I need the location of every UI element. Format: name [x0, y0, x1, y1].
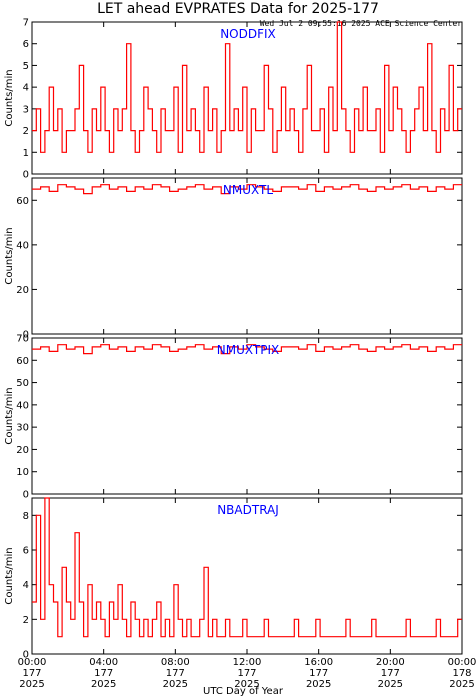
series-line — [32, 21, 462, 153]
y-axis-label: Counts/min — [4, 69, 15, 126]
x-tick-label: 08:00 — [161, 657, 190, 668]
x-tick-label: 2025 — [91, 679, 116, 690]
x-tick-label: 2025 — [449, 679, 474, 690]
panel-4: 0 2 4 6 8 Counts/min NBADTRAJ — [4, 497, 463, 661]
y-tick-label: 0 — [23, 170, 29, 181]
y-tick-label: 30 — [16, 423, 29, 434]
y-tick-label: 60 — [16, 356, 29, 367]
panel-label: NBADTRAJ — [217, 503, 279, 517]
x-tick-label: 178 — [452, 668, 471, 679]
y-tick-label: 5 — [23, 61, 29, 72]
x-tick-label: 12:00 — [233, 657, 262, 668]
panel-label: NMUXTL — [223, 183, 273, 197]
panel-frame — [31, 177, 463, 335]
x-tick-label: 177 — [237, 668, 256, 679]
y-axis-label: Counts/min — [4, 387, 15, 444]
y-tick-label: 20 — [16, 445, 29, 456]
x-tick-label: 2025 — [163, 679, 188, 690]
y-tick-label: 1 — [23, 148, 29, 159]
y-tick-label: 0 — [23, 650, 29, 661]
panel-label: NODDFIX — [220, 27, 276, 41]
series-line — [32, 497, 462, 638]
y-tick-label: 4 — [23, 580, 29, 591]
x-tick-label: 04:00 — [89, 657, 118, 668]
x-tick-label: 177 — [94, 668, 113, 679]
y-tick-label: 6 — [23, 39, 29, 50]
x-tick-label: 177 — [22, 668, 41, 679]
panel-frame — [31, 337, 463, 495]
x-tick-label: 177 — [166, 668, 185, 679]
y-tick-label: 2 — [23, 615, 29, 626]
y-tick-label: 7 — [23, 18, 29, 29]
x-tick-label: 2025 — [306, 679, 331, 690]
y-tick-label: 60 — [16, 196, 29, 207]
x-tick-label: 00:00 — [18, 657, 47, 668]
timestamp: Wed Jul 2 09:55:16 2025 ACE Science Cent… — [260, 19, 462, 28]
x-tick-label: 2025 — [378, 679, 403, 690]
y-tick-label: 2 — [23, 126, 29, 137]
series-line — [32, 184, 462, 195]
x-tick-label: 16:00 — [304, 657, 333, 668]
y-tick-label: 0 — [23, 490, 29, 501]
panel-2: 0 20 40 60 Counts/min NMUXTL — [4, 177, 463, 341]
x-tick-label: 2025 — [19, 679, 44, 690]
x-tick-label: 177 — [309, 668, 328, 679]
chart-title: LET ahead EVPRATES Data for 2025-177 — [97, 1, 379, 17]
series-line — [32, 344, 462, 355]
panel-3: 0 10 20 30 40 50 60 70 Counts/min NMUXTPIX — [4, 334, 463, 501]
y-axis-label: Counts/min — [4, 547, 15, 604]
y-tick-label: 40 — [16, 240, 29, 251]
x-tick-label: 00:00 — [448, 657, 476, 668]
x-tick-label: 20:00 — [376, 657, 405, 668]
y-tick-label: 3 — [23, 104, 29, 115]
y-tick-label: 0 — [23, 330, 29, 341]
y-tick-label: 4 — [23, 83, 29, 94]
panel-label: NMUXTPIX — [217, 343, 279, 357]
y-tick-label: 50 — [16, 378, 29, 389]
y-axis-label: Counts/min — [4, 227, 15, 284]
x-axis-label: UTC Day of Year — [203, 686, 284, 697]
y-tick-label: 20 — [16, 285, 29, 296]
y-tick-label: 10 — [16, 467, 29, 478]
x-tick-label: 2025 — [234, 679, 259, 690]
x-tick-label: 177 — [381, 668, 400, 679]
panel-1: 0 1 2 3 4 5 6 7 Counts/min NODDFIX — [4, 18, 463, 181]
y-tick-label: 8 — [23, 511, 29, 522]
y-tick-label: 6 — [23, 546, 29, 557]
y-tick-label: 70 — [16, 334, 29, 345]
y-tick-label: 40 — [16, 400, 29, 411]
